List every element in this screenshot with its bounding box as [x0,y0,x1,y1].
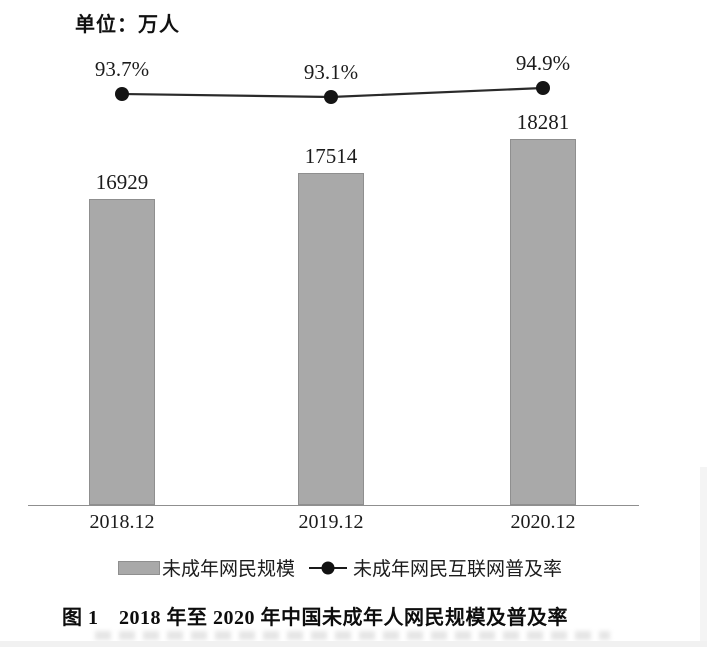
bar-legend-swatch-icon [117,560,160,575]
bar-value-label: 16929 [95,170,149,194]
figure-caption: 图 1 2018 年至 2020 年中国未成年人网民规模及普及率 [62,607,568,629]
line-legend-dot-icon [321,561,335,574]
x-axis-line [28,505,639,506]
bar-value-label: 18281 [516,110,570,134]
line-legend-symbol-icon [309,561,347,575]
line-value-label: 93.7% [94,57,150,81]
bar-value-label: 17514 [304,144,358,168]
line-data-point [115,87,129,101]
page-edge-bottom [0,641,707,647]
line-value-label: 93.1% [303,60,359,84]
line-value-label: 94.9% [515,51,571,75]
bar-2018.12 [89,199,155,505]
x-axis-label: 2020.12 [510,511,576,533]
x-axis-label: 2018.12 [89,511,155,533]
chart-legend: 未成年网民规模 未成年网民互联网普及率 [0,554,680,581]
line-data-point [324,90,338,104]
bar-legend-label: 未成年网民规模 [161,559,295,580]
page-bleed-through [95,631,610,640]
bar-2020.12 [510,139,576,505]
unit-label: 单位：万人 [75,14,180,36]
x-axis-label: 2019.12 [298,511,364,533]
page-edge-right [700,467,707,647]
line-data-point [536,81,550,95]
line-legend-label: 未成年网民互联网普及率 [353,559,563,580]
bar-2019.12 [298,173,364,505]
